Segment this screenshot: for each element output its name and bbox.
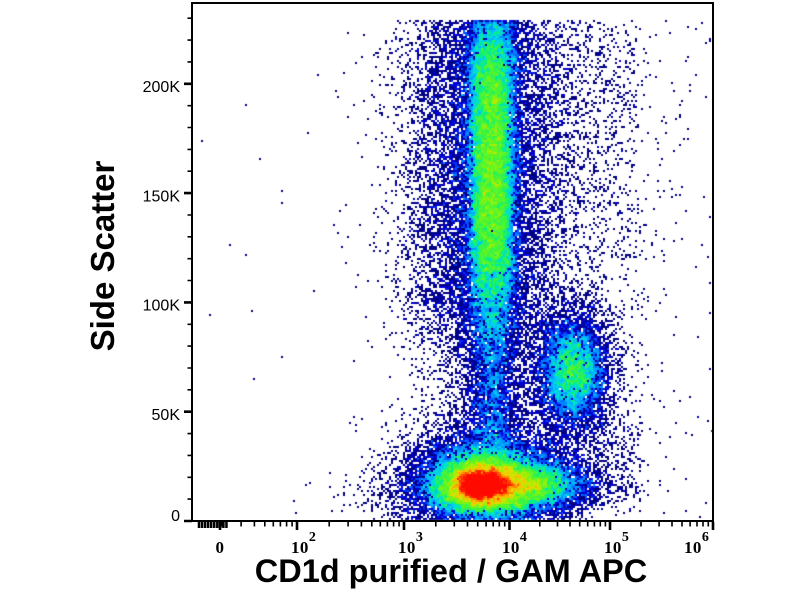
svg-text:50K: 50K	[152, 407, 181, 424]
svg-text:200K: 200K	[143, 79, 181, 96]
svg-text:Side Scatter: Side Scatter	[84, 160, 121, 351]
svg-text:0: 0	[171, 508, 180, 525]
svg-text:100K: 100K	[143, 298, 181, 315]
svg-text:106: 106	[684, 530, 709, 557]
svg-text:150K: 150K	[143, 188, 181, 205]
svg-text:0: 0	[216, 538, 225, 557]
svg-text:CD1d purified / GAM APC: CD1d purified / GAM APC	[255, 553, 647, 589]
